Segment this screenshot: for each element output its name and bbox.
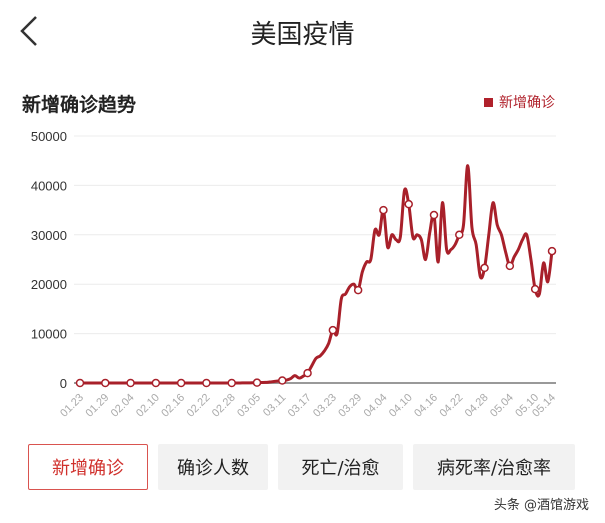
x-tick-label: 01.23 — [58, 392, 86, 420]
y-tick-label: 30000 — [31, 228, 67, 243]
data-point — [126, 378, 135, 388]
y-tick-label: 20000 — [31, 277, 67, 292]
tab-death-recovered[interactable]: 死亡/治愈 — [278, 444, 403, 490]
x-tick-label: 02.28 — [210, 392, 238, 420]
legend-swatch — [484, 97, 493, 107]
data-point — [379, 205, 388, 215]
legend-label: 新增确诊 — [499, 95, 555, 111]
x-tick-label: 02.22 — [185, 392, 213, 420]
y-tick-label: 50000 — [31, 129, 67, 144]
data-point — [505, 261, 515, 271]
data-point — [353, 285, 363, 295]
data-point — [547, 246, 557, 256]
data-point — [75, 378, 85, 388]
data-point — [303, 368, 312, 378]
data-point — [202, 378, 211, 388]
x-tick-label: 01.29 — [83, 392, 111, 420]
data-point — [176, 378, 186, 388]
back-chevron-icon[interactable] — [16, 14, 44, 48]
data-point — [278, 376, 287, 385]
chart-tabs: 新增确诊 确诊人数 死亡/治愈 病死率/治愈率 — [28, 444, 575, 490]
x-tick-label: 04.10 — [387, 392, 415, 420]
tab-confirmed-total[interactable]: 确诊人数 — [158, 444, 268, 490]
x-tick-label: 03.11 — [261, 392, 288, 419]
x-tick-label: 04.16 — [412, 392, 440, 420]
chart-legend[interactable]: 新增确诊 — [484, 92, 555, 112]
data-point — [252, 378, 262, 387]
x-tick-label: 02.10 — [134, 392, 162, 420]
y-tick-label: 10000 — [31, 327, 67, 342]
x-tick-label: 05.04 — [488, 392, 516, 420]
data-point — [429, 210, 439, 220]
watermark: 头条 @酒馆游戏 — [493, 498, 589, 513]
x-tick-label: 02.04 — [109, 392, 137, 420]
data-point — [227, 378, 236, 388]
data-point — [530, 284, 540, 294]
tab-fatality-recovery-rate[interactable]: 病死率/治愈率 — [413, 444, 575, 490]
data-point — [480, 263, 489, 273]
x-tick-label: 03.29 — [336, 392, 364, 420]
x-tick-label: 03.23 — [311, 392, 339, 420]
data-point — [151, 378, 161, 388]
chart-title: 新增确诊趋势 — [22, 94, 137, 116]
y-tick-label: 0 — [60, 376, 67, 391]
x-tick-label: 03.05 — [235, 392, 263, 420]
x-tick-label: 04.22 — [437, 392, 465, 420]
line-chart[interactable]: 0 10000 20000 30000 40000 50000 01.2301.2902.0… — [0, 0, 605, 440]
data-point — [328, 325, 338, 335]
x-tick-label: 03.17 — [286, 392, 314, 420]
x-tick-label: 04.28 — [463, 392, 491, 420]
page-title: 美国疫情 — [250, 20, 355, 50]
x-tick-label: 04.04 — [362, 392, 390, 420]
data-point — [455, 230, 464, 240]
data-point — [404, 199, 413, 209]
series-line — [80, 164, 554, 385]
y-tick-label: 40000 — [31, 178, 67, 193]
x-tick-label: 02.16 — [159, 392, 187, 420]
data-point — [101, 378, 110, 388]
tab-new-confirmed[interactable]: 新增确诊 — [28, 444, 148, 490]
